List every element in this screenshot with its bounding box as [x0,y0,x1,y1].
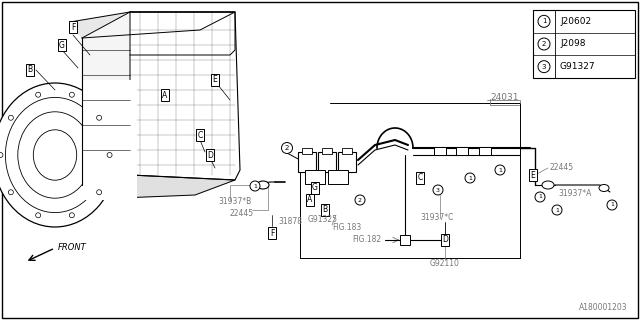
Text: 2: 2 [542,41,546,47]
Bar [328,170,348,184]
Ellipse shape [18,112,92,198]
Polygon shape [130,12,240,180]
Polygon shape [130,12,235,55]
Bar [322,148,332,154]
Text: 1: 1 [498,167,502,172]
Ellipse shape [33,130,77,180]
Polygon shape [70,12,235,38]
Circle shape [355,195,365,205]
Text: G92110: G92110 [430,259,460,268]
Circle shape [495,165,505,175]
Circle shape [97,115,102,120]
Circle shape [538,61,550,73]
Text: E: E [212,76,218,84]
Ellipse shape [5,97,104,212]
Circle shape [552,205,562,215]
Circle shape [36,213,41,218]
Text: 22445: 22445 [230,209,254,218]
Bar [434,147,446,155]
Text: D: D [207,150,213,159]
Circle shape [535,192,545,202]
Text: A: A [163,91,168,100]
Circle shape [250,181,260,191]
Text: 1: 1 [468,175,472,180]
Text: A: A [307,196,312,204]
Circle shape [107,153,112,157]
Text: FRONT: FRONT [58,243,87,252]
Text: E: E [531,171,536,180]
Text: G91325: G91325 [308,215,338,225]
Circle shape [607,200,617,210]
Circle shape [538,38,550,50]
Text: FIG.182: FIG.182 [352,236,381,244]
Ellipse shape [599,185,609,191]
Text: 1: 1 [541,18,547,24]
Circle shape [8,115,13,120]
Bar [82,80,137,200]
Circle shape [538,15,550,27]
Text: 22445: 22445 [550,164,574,172]
Circle shape [97,190,102,195]
Text: 31937*C: 31937*C [420,213,453,222]
Text: 1: 1 [538,195,542,199]
Text: 31937*B: 31937*B [218,197,252,206]
Text: B: B [28,66,33,75]
Circle shape [36,92,41,97]
Ellipse shape [542,181,554,189]
Text: 3: 3 [541,64,547,70]
Text: G: G [312,183,318,193]
Bar [298,152,316,172]
Bar [400,235,410,245]
Text: FIG.183: FIG.183 [332,223,361,233]
Text: 1: 1 [253,183,257,188]
Text: 2: 2 [285,145,289,151]
Text: 2: 2 [358,197,362,203]
Text: 1: 1 [610,203,614,207]
Bar [305,170,325,184]
Circle shape [465,173,475,183]
Text: J20602: J20602 [560,17,591,26]
Text: 24031: 24031 [490,93,518,102]
Text: J2098: J2098 [560,39,586,49]
Ellipse shape [257,181,269,189]
Text: C: C [197,131,203,140]
Circle shape [69,92,74,97]
Bar [318,152,336,172]
Text: D: D [442,236,448,244]
Text: G: G [59,41,65,50]
Bar [533,10,635,78]
Circle shape [69,213,74,218]
Bar [456,147,468,155]
Polygon shape [70,175,235,200]
Circle shape [0,153,3,157]
Circle shape [8,190,13,195]
Bar [338,152,356,172]
Text: 1: 1 [555,207,559,212]
Text: G91327: G91327 [560,62,596,71]
Text: F: F [71,22,75,31]
Bar [302,148,312,154]
Text: 31878: 31878 [278,218,302,227]
Text: 3: 3 [436,188,440,193]
Polygon shape [82,12,130,185]
Text: A180001203: A180001203 [579,303,628,312]
Circle shape [282,142,292,154]
Text: 31937*A: 31937*A [558,188,591,197]
Ellipse shape [0,83,117,227]
Text: F: F [270,228,274,237]
Bar [479,147,491,155]
Text: C: C [417,173,422,182]
Bar [342,148,352,154]
Circle shape [433,185,443,195]
Text: B: B [323,205,328,214]
